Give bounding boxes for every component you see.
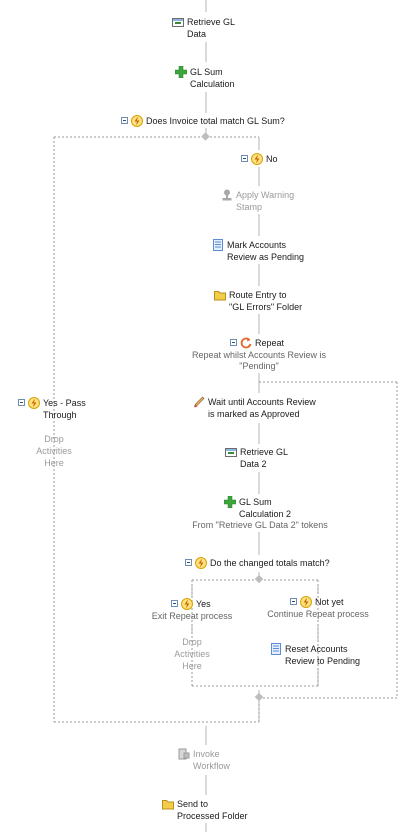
branch-not-yet-label: Not yet xyxy=(315,597,344,607)
collapse-toggle-icon[interactable] xyxy=(121,117,128,124)
wait-until-label: Wait until Accounts Review is marked as … xyxy=(208,397,316,419)
branch-no-label: No xyxy=(266,154,278,164)
mark-accounts-review-label: Mark Accounts Review as Pending xyxy=(227,240,305,262)
invoke-workflow-activity[interactable]: Invoke Workflow xyxy=(178,748,230,772)
repeat-activity[interactable]: Repeat xyxy=(230,337,284,349)
branch-lightning-icon xyxy=(28,397,40,409)
decision-invoice-total-label: Does Invoice total match GL Sum? xyxy=(146,116,285,126)
branch-no[interactable]: No xyxy=(241,153,278,165)
collapse-toggle-icon[interactable] xyxy=(230,339,237,346)
repeat-icon xyxy=(240,337,252,349)
collapse-toggle-icon[interactable] xyxy=(185,559,192,566)
branch-yes-pass-through-label: Yes - Pass Through xyxy=(43,398,86,420)
pencil-icon xyxy=(193,396,205,408)
retrieve-gl-data-2-activity[interactable]: Retrieve GL Data 2 xyxy=(225,446,288,470)
invoke-workflow-label: Invoke Workflow xyxy=(193,749,230,771)
workflow-icon xyxy=(178,748,190,760)
apply-warning-stamp-activity[interactable]: Apply Warning Stamp xyxy=(221,189,294,213)
drop-activities-placeholder-pass-through[interactable]: Drop Activities Here xyxy=(36,434,72,468)
branch-lightning-icon xyxy=(181,598,193,610)
retrieve-gl-data-activity[interactable]: Retrieve GL Data xyxy=(172,16,235,40)
gl-sum-calculation-2-label: GL Sum Calculation 2 xyxy=(239,497,292,519)
stamp-icon xyxy=(222,189,232,201)
repeat-label: Repeat xyxy=(255,338,285,348)
route-entry-activity[interactable]: Route Entry to "GL Errors" Folder xyxy=(214,289,302,313)
drop-activities-placeholder-yes[interactable]: Drop Activities Here xyxy=(174,637,210,671)
gl-sum-calculation-label: GL Sum Calculation xyxy=(190,67,235,89)
folder-icon xyxy=(162,800,174,810)
collapse-toggle-icon[interactable] xyxy=(241,155,248,162)
branch-yes[interactable]: Yes xyxy=(171,598,211,610)
retrieve-gl-data-label: Retrieve GL Data xyxy=(187,17,236,39)
apply-warning-stamp-label: Apply Warning Stamp xyxy=(236,190,295,212)
folder-icon xyxy=(214,291,226,301)
plus-icon xyxy=(175,66,187,78)
branch-yes-label: Yes xyxy=(196,599,211,609)
collapse-toggle-icon[interactable] xyxy=(290,598,297,605)
decision-changed-totals[interactable]: Do the changed totals match? xyxy=(185,557,330,569)
mark-accounts-review-activity[interactable]: Mark Accounts Review as Pending xyxy=(212,239,304,263)
branch-lightning-icon xyxy=(300,596,312,608)
data-table-icon xyxy=(225,448,237,457)
branch-yes-pass-through[interactable]: Yes - Pass Through xyxy=(18,397,86,421)
branch-lightning-icon xyxy=(251,153,263,165)
document-icon xyxy=(213,239,223,251)
gl-sum-calculation-2-activity[interactable]: GL Sum Calculation 2 xyxy=(224,496,291,520)
gl-sum-calculation-2-source-text: From "Retrieve GL Data 2" tokens xyxy=(192,520,328,530)
branch-not-yet[interactable]: Not yet xyxy=(290,596,344,608)
gl-sum-calculation-activity[interactable]: GL Sum Calculation xyxy=(175,66,235,90)
decision-lightning-icon xyxy=(131,115,143,127)
collapse-toggle-icon[interactable] xyxy=(18,399,25,406)
document-icon xyxy=(271,643,281,655)
wait-until-activity[interactable]: Wait until Accounts Review is marked as … xyxy=(193,396,316,420)
plus-icon xyxy=(224,496,236,508)
decision-invoice-total[interactable]: Does Invoice total match GL Sum? xyxy=(121,115,285,127)
branch-not-yet-description: Continue Repeat process xyxy=(267,609,369,619)
decision-lightning-icon xyxy=(195,557,207,569)
reset-accounts-review-label: Reset Accounts Review to Pending xyxy=(285,644,361,666)
data-table-icon xyxy=(172,18,184,27)
decision-changed-totals-label: Do the changed totals match? xyxy=(210,558,330,568)
branch-yes-description: Exit Repeat process xyxy=(151,611,233,621)
send-to-processed-label: Send to Processed Folder xyxy=(177,799,248,821)
retrieve-gl-data-2-label: Retrieve GL Data 2 xyxy=(240,447,289,469)
reset-accounts-review-activity[interactable]: Reset Accounts Review to Pending xyxy=(270,643,360,667)
send-to-processed-activity[interactable]: Send to Processed Folder xyxy=(162,798,248,822)
collapse-toggle-icon[interactable] xyxy=(171,600,178,607)
route-entry-label: Route Entry to "GL Errors" Folder xyxy=(229,290,303,312)
repeat-condition-text: Repeat whilst Accounts Review is "Pendin… xyxy=(191,350,327,371)
